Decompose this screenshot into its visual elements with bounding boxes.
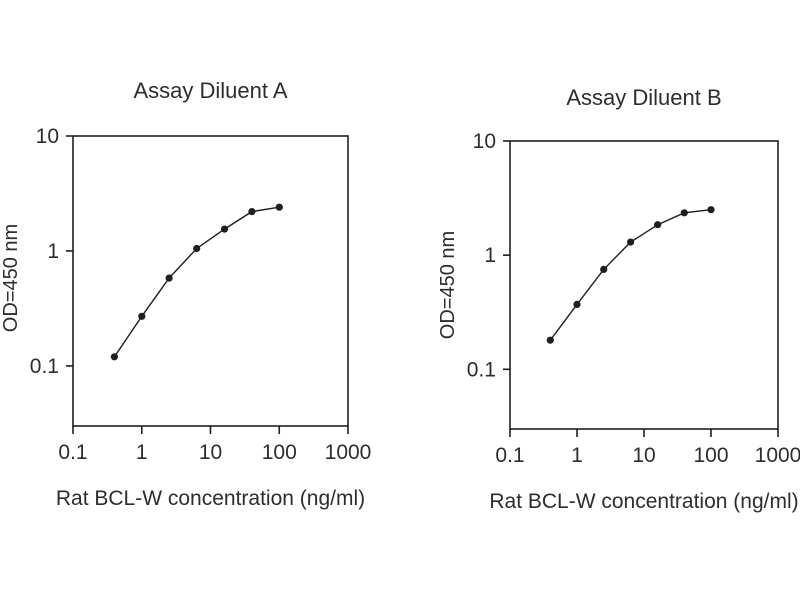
y-tick-label: 10 [473, 130, 496, 153]
y-axis-label: OD=450 nm [437, 230, 459, 340]
x-tick-label: 1 [136, 441, 148, 464]
data-point-marker [546, 336, 554, 344]
data-point-marker [654, 221, 662, 229]
chart-title: Assay Diluent B [566, 85, 722, 110]
y-tick-label: 1 [47, 240, 59, 263]
data-point-marker [193, 244, 201, 253]
data-point-marker [680, 209, 688, 217]
data-point-marker [248, 208, 256, 216]
data-point-marker [110, 353, 118, 361]
standard-curve-line [549, 209, 712, 341]
x-tick-label: 1 [571, 444, 583, 467]
y-tick-label: 0.1 [30, 355, 59, 378]
y-tick-label: 10 [36, 125, 59, 148]
data-point-marker [165, 274, 173, 282]
data-point-marker [138, 312, 146, 320]
y-tick-label: 1 [484, 244, 496, 267]
x-tick-label: 1000 [755, 444, 800, 467]
data-point-marker [600, 265, 608, 273]
x-tick-label: 100 [693, 444, 728, 467]
y-tick-label: 0.1 [467, 358, 496, 381]
x-tick-label: 100 [262, 441, 297, 464]
x-axis-label: Rat BCL-W concentration (ng/ml) [55, 487, 366, 510]
plot-box [509, 140, 779, 430]
x-tick-label: 10 [632, 444, 655, 467]
x-tick-label: 1000 [325, 441, 372, 464]
data-point-marker [220, 225, 229, 233]
data-point-marker [573, 300, 581, 308]
x-tick-label: 10 [199, 441, 222, 464]
chart-title: Assay Diluent A [133, 78, 288, 103]
data-point-marker [707, 206, 715, 214]
x-tick-label: 0.1 [495, 444, 524, 467]
data-point-marker [627, 238, 635, 246]
x-tick-label: 0.1 [58, 441, 87, 464]
x-axis-label: Rat BCL-W concentration (ng/ml) [489, 490, 799, 513]
data-point-marker [275, 203, 283, 211]
